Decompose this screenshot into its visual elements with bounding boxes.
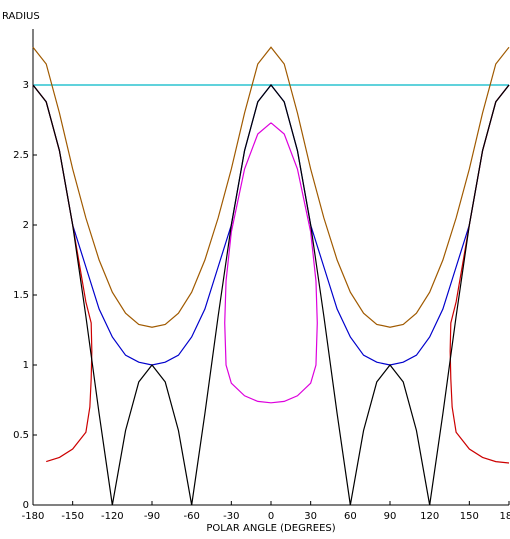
series-line	[32, 84, 510, 366]
y-tick-label: 1.5	[13, 290, 29, 301]
x-tick-label: 0	[268, 511, 274, 522]
y-tick-label: 0.5	[13, 430, 29, 441]
y-tick-label: 2.5	[13, 150, 29, 161]
x-tick-label: -30	[223, 511, 239, 522]
series-line	[32, 46, 510, 328]
y-axis-label: RADIUS	[2, 11, 40, 22]
x-tick-label: 60	[344, 511, 357, 522]
x-tick-label: 90	[384, 511, 397, 522]
x-tick-label: -90	[144, 511, 160, 522]
x-axis-label: POLAR ANGLE (DEGREES)	[206, 523, 335, 534]
series-line	[224, 122, 318, 404]
x-tick-label: 120	[420, 511, 439, 522]
series-line	[32, 84, 510, 506]
x-tick-label: -60	[183, 511, 199, 522]
x-tick-label: -180	[22, 511, 45, 522]
x-tick-label: -120	[101, 511, 124, 522]
y-tick-label: 3	[23, 80, 29, 91]
y-tick-label: 2	[23, 220, 29, 231]
x-tick-label: 180	[499, 511, 510, 522]
y-tick-label: 0	[23, 500, 29, 511]
x-tick-label: -150	[61, 511, 84, 522]
x-tick-label: 150	[460, 511, 479, 522]
x-tick-label: 30	[304, 511, 317, 522]
y-tick-label: 1	[23, 360, 29, 371]
